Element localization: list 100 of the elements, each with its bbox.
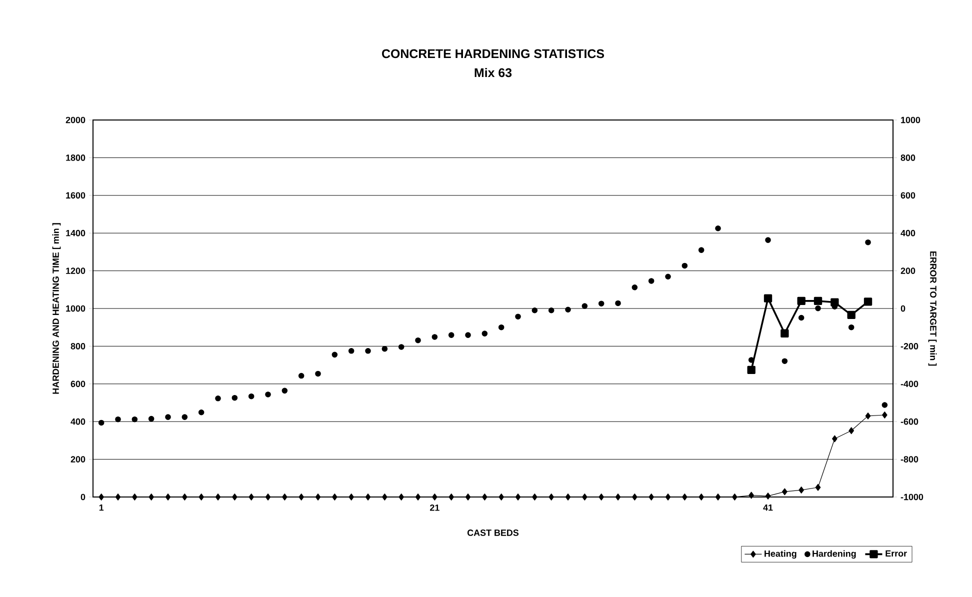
y2-axis-title: ERROR TO TARGET [ min ] xyxy=(928,251,937,366)
point xyxy=(648,278,654,284)
y-tick-label: 600 xyxy=(70,380,86,388)
y-tick-label: 800 xyxy=(70,343,86,350)
point xyxy=(797,296,806,306)
point xyxy=(432,494,438,500)
y2-tick-label: 1000 xyxy=(901,116,920,124)
point xyxy=(482,494,488,500)
point xyxy=(182,494,188,500)
point xyxy=(848,427,854,434)
point xyxy=(398,494,404,500)
point xyxy=(632,494,638,500)
point xyxy=(682,494,688,500)
point xyxy=(548,494,554,500)
point xyxy=(665,494,671,500)
point xyxy=(498,494,504,500)
point xyxy=(598,494,604,500)
point xyxy=(265,494,271,500)
point xyxy=(215,396,221,402)
point xyxy=(182,414,188,420)
point xyxy=(565,306,571,313)
point xyxy=(582,303,588,309)
point xyxy=(632,284,638,290)
point xyxy=(132,416,138,422)
y2-tick-label: -400 xyxy=(900,380,918,388)
point xyxy=(582,494,588,500)
point xyxy=(532,494,538,500)
point xyxy=(448,494,454,500)
point xyxy=(365,348,371,354)
point xyxy=(865,239,871,246)
point xyxy=(615,494,621,500)
point xyxy=(882,402,888,408)
legend-label: Heating xyxy=(764,550,796,559)
point xyxy=(780,329,789,338)
point xyxy=(148,416,154,422)
chart-subtitle: Mix 63 xyxy=(474,68,512,78)
point xyxy=(282,388,288,394)
point xyxy=(515,494,521,500)
x-tick-label: 1 xyxy=(99,504,104,511)
point xyxy=(682,262,688,269)
point xyxy=(365,494,371,500)
y-tick-label: 1800 xyxy=(66,154,86,161)
point xyxy=(98,494,104,500)
point xyxy=(748,492,754,499)
point xyxy=(665,274,671,280)
point xyxy=(165,494,171,500)
y-tick-label: 1400 xyxy=(66,230,86,236)
point xyxy=(865,412,871,420)
point xyxy=(765,237,771,243)
point xyxy=(715,494,721,500)
point xyxy=(782,488,788,496)
point xyxy=(832,435,838,442)
point xyxy=(548,307,554,314)
point xyxy=(782,358,788,364)
point xyxy=(332,494,338,500)
point xyxy=(465,494,471,500)
y2-tick-label: 200 xyxy=(900,268,916,274)
y2-tick-label: 600 xyxy=(900,192,916,199)
y-tick-label: 1600 xyxy=(66,192,86,199)
point xyxy=(732,494,738,500)
chart-title: CONCRETE HARDENING STATISTICS xyxy=(382,49,604,58)
point xyxy=(814,296,822,306)
point xyxy=(382,494,388,500)
y-tick-label: 1000 xyxy=(66,305,86,312)
point xyxy=(248,393,254,400)
point xyxy=(698,247,704,253)
point xyxy=(432,334,438,340)
point xyxy=(232,494,238,500)
point xyxy=(315,370,321,377)
point xyxy=(132,494,138,500)
point xyxy=(565,494,571,500)
x-tick-label: 21 xyxy=(430,504,440,511)
point xyxy=(198,494,204,500)
x-axis-title: CAST BEDS xyxy=(467,530,519,536)
point xyxy=(298,494,304,500)
point xyxy=(382,346,388,352)
point xyxy=(348,494,354,500)
point xyxy=(532,307,538,314)
point xyxy=(215,494,221,500)
y-tick-label: 400 xyxy=(70,418,86,425)
point xyxy=(98,420,104,426)
point xyxy=(515,314,521,320)
point xyxy=(265,392,271,398)
point xyxy=(482,330,488,336)
point xyxy=(165,414,171,420)
point xyxy=(398,344,404,350)
y-tick-label: 0 xyxy=(80,494,86,500)
point xyxy=(598,300,604,306)
legend-label: Hardening xyxy=(812,550,856,559)
point xyxy=(798,486,804,494)
point xyxy=(747,366,756,374)
point xyxy=(448,332,454,338)
point xyxy=(232,394,238,401)
point xyxy=(415,337,421,344)
point xyxy=(298,372,304,379)
point xyxy=(815,484,821,491)
point xyxy=(198,409,204,416)
y2-tick-label: -200 xyxy=(900,343,918,350)
y-tick-label: 2000 xyxy=(66,116,86,124)
point xyxy=(882,412,888,418)
